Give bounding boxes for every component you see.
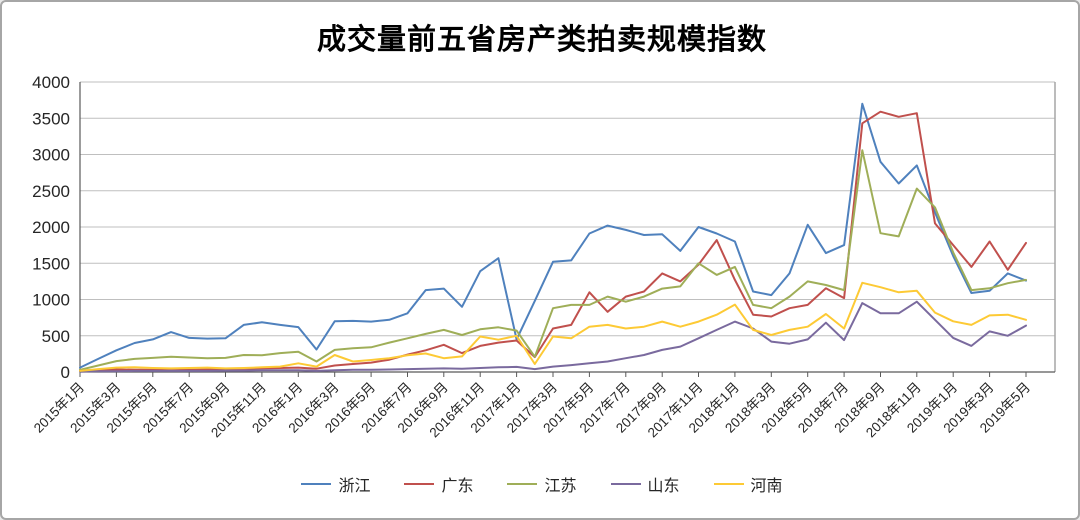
chart-legend: 浙江 广东 江苏 山东 河南: [2, 472, 1078, 496]
legend-line-swatch-zhejiang: [301, 483, 332, 485]
y-tick-label: 3500: [32, 109, 70, 128]
series-line-zhejiang: [79, 102, 1027, 369]
y-tick-label: 2000: [32, 218, 70, 237]
legend-line-swatch-jiangsu: [507, 483, 538, 485]
legend-item-jiangsu: 江苏: [507, 472, 577, 496]
legend-line-swatch-henan: [713, 483, 744, 485]
y-tick-label: 1000: [32, 291, 70, 310]
legend-label-guangdong: 广东: [441, 478, 474, 495]
legend-line-swatch-shandong: [610, 483, 641, 485]
legend-label-jiangsu: 江苏: [544, 478, 577, 495]
legend-item-zhejiang: 浙江: [301, 472, 370, 496]
series-line-jiangsu: [79, 149, 1027, 371]
legend-item-shandong: 山东: [610, 472, 680, 496]
legend-item-henan: 河南: [713, 472, 783, 496]
y-tick-label: 4000: [32, 73, 70, 92]
series-line-henan: [79, 281, 1027, 372]
y-tick-label: 2500: [32, 182, 70, 201]
y-tick-label: 500: [42, 327, 70, 346]
series-line-guangdong: [79, 110, 1027, 372]
y-tick-label: 1500: [32, 254, 70, 273]
y-tick-label: 0: [61, 363, 70, 382]
y-tick-label: 3000: [32, 146, 70, 165]
series-line-shandong: [79, 300, 1027, 373]
legend-label-shandong: 山东: [647, 478, 680, 495]
chart-title: 成交量前五省房产类拍卖规模指数: [316, 24, 767, 56]
legend-label-zhejiang: 浙江: [338, 478, 371, 495]
legend-line-swatch-guangdong: [404, 483, 435, 485]
legend-item-guangdong: 广东: [404, 472, 473, 496]
legend-label-henan: 河南: [750, 478, 783, 495]
